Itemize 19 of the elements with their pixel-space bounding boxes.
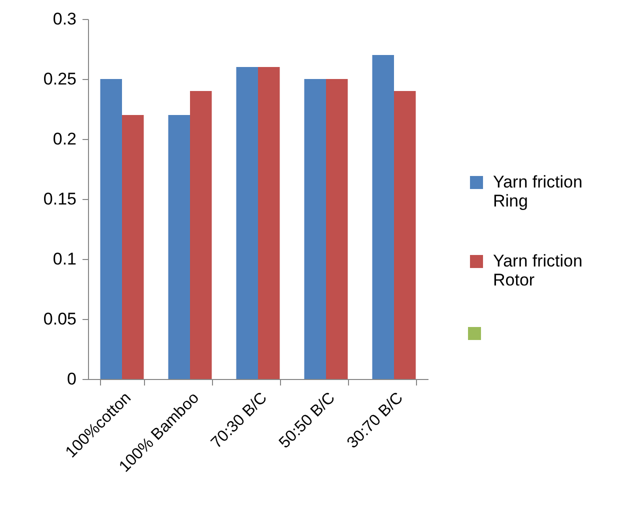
y-tick-label: 0.25 <box>43 70 76 88</box>
bar <box>304 79 326 379</box>
bar <box>100 79 122 379</box>
y-tick-label: 0.1 <box>52 250 76 268</box>
legend-label: Yarn friction Ring <box>493 172 582 210</box>
y-tick-label: 0.05 <box>43 310 76 328</box>
bar <box>168 115 190 379</box>
bar <box>326 79 348 379</box>
bar <box>236 67 258 379</box>
y-tick-label: 0.3 <box>52 10 76 28</box>
bar <box>258 67 280 379</box>
y-tick-label: 0 <box>67 370 76 388</box>
bar <box>394 91 416 379</box>
y-tick-label: 0.15 <box>43 190 76 208</box>
y-tick-label: 0.2 <box>52 130 76 148</box>
legend-label: Yarn friction Rotor <box>493 252 582 290</box>
bar <box>122 115 144 379</box>
bar <box>372 55 394 379</box>
bar <box>190 91 212 379</box>
